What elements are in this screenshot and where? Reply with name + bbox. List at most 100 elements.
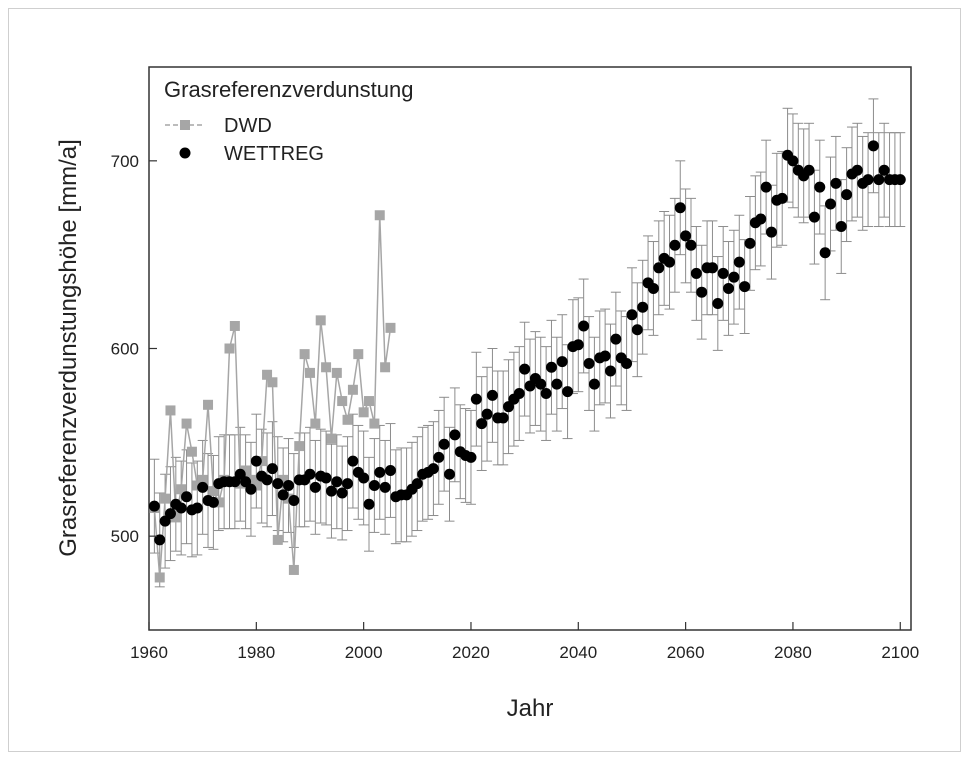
wettreg-point bbox=[835, 221, 847, 233]
wettreg-point bbox=[696, 286, 708, 298]
legend-title: Grasreferenzverdunstung bbox=[164, 77, 413, 102]
wettreg-point bbox=[610, 333, 622, 345]
dwd-point bbox=[224, 343, 235, 354]
wettreg-point bbox=[551, 378, 563, 390]
wettreg-point bbox=[261, 474, 273, 486]
legend-wettreg-label: WETTREG bbox=[224, 143, 324, 165]
y-axis: 500 600 700 bbox=[111, 152, 157, 546]
dwd-point bbox=[364, 396, 375, 407]
wettreg-point bbox=[604, 365, 616, 377]
dwd-point bbox=[208, 486, 219, 497]
wettreg-point bbox=[438, 438, 450, 450]
wettreg-point bbox=[347, 455, 359, 467]
dwd-point bbox=[267, 377, 278, 388]
wettreg-point bbox=[309, 481, 321, 493]
wettreg-point bbox=[465, 451, 477, 463]
wettreg-point bbox=[680, 230, 692, 242]
dwd-point bbox=[176, 484, 187, 495]
wettreg-point bbox=[191, 502, 203, 514]
wettreg-point bbox=[739, 281, 751, 293]
wettreg-point bbox=[519, 363, 531, 375]
wettreg-point bbox=[825, 198, 837, 210]
wettreg-point bbox=[535, 378, 547, 390]
dwd-point bbox=[165, 405, 176, 416]
dwd-point bbox=[347, 384, 358, 395]
wettreg-point bbox=[197, 481, 209, 493]
wettreg-point bbox=[664, 256, 676, 268]
dwd-point bbox=[331, 367, 342, 378]
wettreg-point bbox=[621, 358, 633, 370]
wettreg-point bbox=[363, 498, 375, 510]
wettreg-point bbox=[599, 350, 611, 362]
x-tick-label: 2020 bbox=[452, 643, 490, 662]
wettreg-point bbox=[647, 282, 659, 294]
wettreg-point bbox=[685, 239, 697, 251]
wettreg-point bbox=[449, 429, 461, 441]
wettreg-point bbox=[325, 485, 337, 497]
wettreg-point bbox=[637, 301, 649, 313]
wettreg-point bbox=[588, 378, 600, 390]
wettreg-point bbox=[706, 262, 718, 274]
wettreg-point bbox=[250, 455, 262, 467]
wettreg-point bbox=[411, 478, 423, 490]
wettreg-point bbox=[368, 479, 380, 491]
x-tick-label: 2080 bbox=[774, 643, 812, 662]
wettreg-point bbox=[374, 466, 386, 478]
wettreg-point bbox=[556, 356, 568, 368]
dwd-point bbox=[294, 441, 305, 452]
wettreg-series-group bbox=[148, 140, 906, 546]
wettreg-point bbox=[540, 388, 552, 400]
wettreg-point bbox=[245, 483, 257, 495]
dwd-point bbox=[315, 315, 326, 326]
x-axis: 1960 1980 2000 2020 2040 2060 2080 2100 bbox=[130, 622, 919, 662]
dwd-point bbox=[358, 407, 369, 418]
dwd-point bbox=[272, 534, 283, 545]
dwd-point bbox=[326, 433, 337, 444]
x-axis-title: Jahr bbox=[507, 695, 554, 722]
wettreg-point bbox=[379, 481, 391, 493]
wettreg-point bbox=[653, 262, 665, 274]
wettreg-point bbox=[765, 226, 777, 238]
dwd-point bbox=[251, 480, 262, 491]
y-tick-label: 600 bbox=[111, 340, 139, 359]
dwd-point bbox=[235, 478, 246, 489]
wettreg-point bbox=[712, 297, 724, 309]
wettreg-point bbox=[486, 389, 498, 401]
wettreg-point bbox=[320, 472, 332, 484]
dwd-point bbox=[160, 493, 171, 504]
dwd-point bbox=[186, 446, 197, 457]
wettreg-point bbox=[728, 271, 740, 283]
x-tick-label: 2040 bbox=[559, 643, 597, 662]
wettreg-point bbox=[878, 164, 890, 176]
wettreg-point bbox=[819, 247, 831, 259]
wettreg-point bbox=[545, 361, 557, 373]
dwd-point bbox=[353, 349, 364, 360]
wettreg-point bbox=[674, 202, 686, 214]
dwd-point bbox=[192, 480, 203, 491]
dwd-point bbox=[229, 320, 240, 331]
dwd-point bbox=[337, 396, 348, 407]
x-tick-label: 2060 bbox=[667, 643, 705, 662]
x-tick-label: 2100 bbox=[881, 643, 919, 662]
dwd-point bbox=[197, 474, 208, 485]
wettreg-point bbox=[304, 468, 316, 480]
dwd-point bbox=[374, 210, 385, 221]
wettreg-point bbox=[181, 491, 193, 503]
wettreg-point bbox=[154, 534, 166, 546]
wettreg-point bbox=[207, 496, 219, 508]
wettreg-point bbox=[331, 476, 343, 488]
wettreg-point bbox=[476, 418, 488, 430]
y-axis-title: Grasreferenzverdunstungshöhe [mm/a] bbox=[55, 139, 82, 557]
wettreg-point bbox=[862, 174, 874, 186]
dwd-point bbox=[288, 564, 299, 575]
wettreg-point bbox=[733, 256, 745, 268]
wettreg-point bbox=[562, 386, 574, 398]
wettreg-point bbox=[513, 388, 525, 400]
legend-wettreg-marker bbox=[179, 147, 191, 159]
dwd-point bbox=[170, 512, 181, 523]
wettreg-point bbox=[631, 324, 643, 336]
dwd-point bbox=[342, 414, 353, 425]
wettreg-point bbox=[830, 177, 842, 189]
legend-dwd-label: DWD bbox=[224, 115, 272, 137]
wettreg-point bbox=[175, 502, 187, 514]
